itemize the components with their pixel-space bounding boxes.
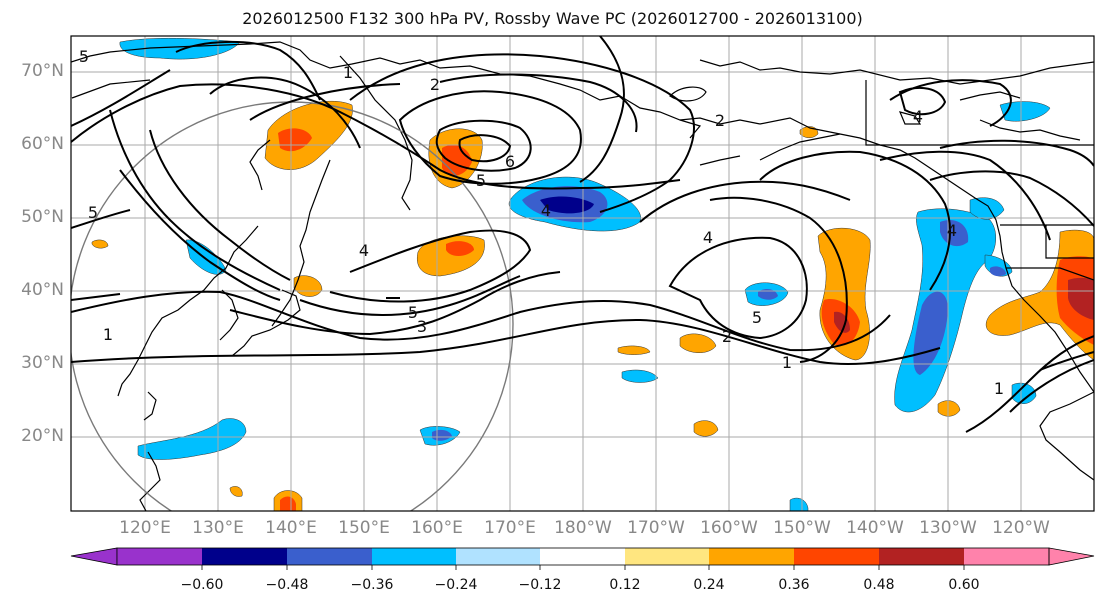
map-frame (70, 35, 1095, 512)
colorbar-tick-label: 0.60 (948, 577, 980, 593)
colorbar-segment (540, 548, 625, 565)
colorbar-tick-label: −0.24 (434, 577, 478, 593)
lon-label: 140°W (846, 518, 904, 538)
lat-label: 20°N (21, 426, 64, 446)
contour-label: 1 (994, 379, 1004, 398)
colorbar (70, 547, 1095, 570)
lon-label: 180°W (554, 518, 612, 538)
colorbar-segment (794, 548, 879, 565)
colorbar-triangle-right (1048, 547, 1095, 566)
colorbar-segment (202, 548, 287, 565)
contour-label: 2 (430, 75, 440, 94)
colorbar-segment (456, 548, 540, 565)
contour-label: 1 (343, 63, 353, 82)
colorbar-segment (709, 548, 794, 565)
contour-label: 1 (103, 325, 113, 344)
lat-label: 40°N (21, 280, 64, 300)
lon-label: 140°E (265, 518, 317, 538)
lon-label: 120°E (119, 518, 171, 538)
lon-label: 160°W (700, 518, 758, 538)
contour-label: 5 (752, 308, 762, 327)
colorbar-tick-label: 0.12 (609, 577, 641, 593)
colorbar-tick-label: −0.60 (180, 577, 224, 593)
lat-label: 60°N (21, 134, 64, 154)
coastline-map (71, 41, 1094, 511)
contour-label: 6 (505, 152, 515, 171)
colorbar-tick-label: −0.36 (350, 577, 394, 593)
lon-label: 170°W (627, 518, 685, 538)
contour-label: 4 (947, 221, 957, 240)
contour-label: 4 (359, 241, 369, 260)
contour-label: 1 (782, 353, 792, 372)
colorbar-tick-label: −0.12 (518, 577, 562, 593)
colorbar-segment (879, 548, 964, 565)
map-title: 2026012500 F132 300 hPa PV, Rossby Wave … (242, 9, 863, 28)
colorbar-tick-label: 0.24 (693, 577, 725, 593)
contour-label: 2 (722, 327, 732, 346)
contour-label: 4 (703, 228, 713, 247)
colorbar-segment (625, 548, 709, 565)
colorbar-triangle-left (70, 547, 118, 566)
lon-label: 170°E (484, 518, 536, 538)
lon-label: 150°E (338, 518, 390, 538)
lat-label: 70°N (21, 61, 64, 81)
colorbar-tick-label: 0.48 (863, 577, 895, 593)
contour-labels: 1 2 4 5 6 5 4 5 1 4 3 5 2 4 5 2 1 1 4 (79, 47, 1004, 398)
contour-label: 4 (541, 201, 551, 220)
lon-label: 130°W (919, 518, 977, 538)
lon-label: 120°W (992, 518, 1050, 538)
colorbar-tick-label: −0.48 (265, 577, 309, 593)
lat-label: 30°N (21, 353, 64, 373)
colorbar-tick-label: 0.36 (778, 577, 810, 593)
contour-label: 5 (88, 203, 98, 222)
contour-label: 3 (417, 317, 427, 336)
lon-label: 150°W (773, 518, 831, 538)
lat-label: 50°N (21, 207, 64, 227)
colorbar-segment (964, 548, 1049, 565)
contour-label: 5 (79, 47, 89, 66)
lon-label: 130°E (192, 518, 244, 538)
contour-label: 5 (408, 303, 418, 322)
contour-label: 4 (913, 107, 923, 126)
lon-label: 160°E (411, 518, 463, 538)
pv-contours (71, 36, 1094, 433)
contour-label: 5 (476, 171, 486, 190)
colorbar-segment (372, 548, 456, 565)
colorbar-segment (287, 548, 372, 565)
contour-label: 2 (715, 111, 725, 130)
colorbar-segment (117, 548, 202, 565)
